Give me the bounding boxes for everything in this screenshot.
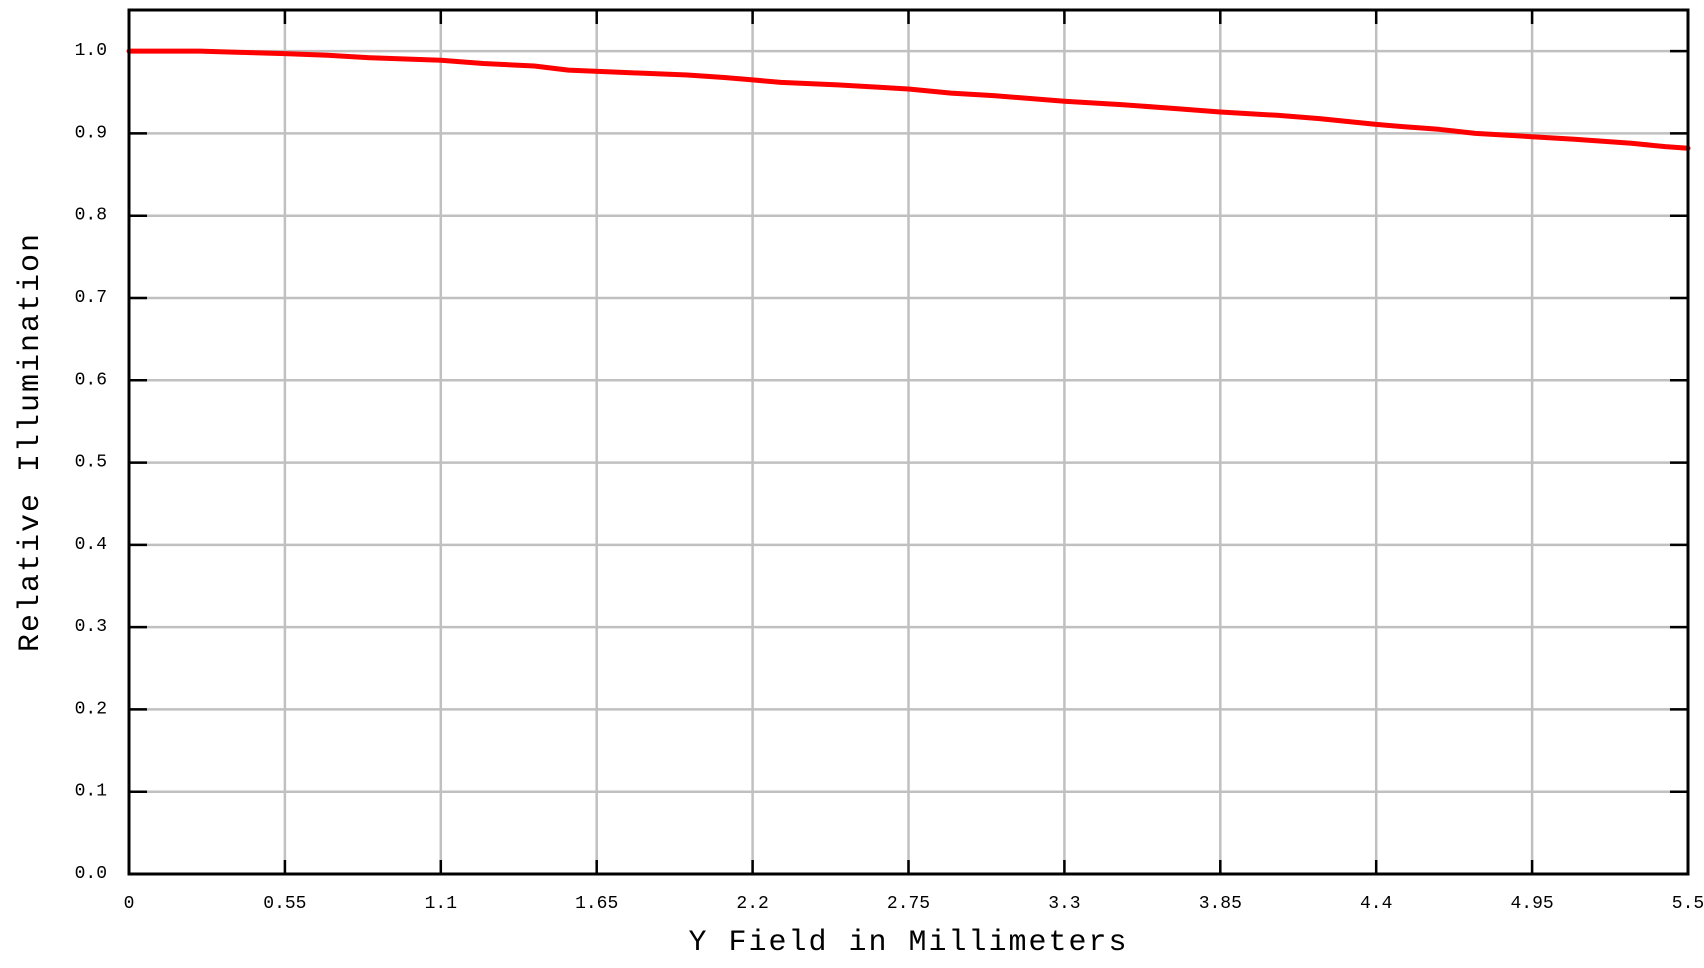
y-tick-label: 0.1 <box>75 782 107 802</box>
x-tick-label: 2.75 <box>887 894 930 914</box>
y-tick-label: 0.4 <box>75 535 107 555</box>
x-tick-label: 4.4 <box>1360 894 1392 914</box>
x-tick-label: 0 <box>124 894 135 914</box>
x-tick-label: 2.2 <box>736 894 768 914</box>
y-tick-label: 0.3 <box>75 617 107 637</box>
x-tick-label: 5.5 <box>1672 894 1704 914</box>
grid-layer <box>127 10 1690 876</box>
y-tick-label: 0.5 <box>75 453 107 473</box>
y-tick-label: 0.8 <box>75 206 107 226</box>
y-tick-label: 0.2 <box>75 699 107 719</box>
y-axis-label: Relative Illumination <box>14 232 48 652</box>
y-tick-label: 0.9 <box>75 123 107 143</box>
x-tick-label: 1.65 <box>575 894 618 914</box>
y-tick-label: 0.6 <box>75 370 107 390</box>
y-tick-label: 0.0 <box>75 864 107 884</box>
plot-frame <box>127 8 1690 876</box>
y-tick-label: 1.0 <box>75 41 107 61</box>
x-tick-label: 1.1 <box>425 894 457 914</box>
tick-labels: 0 0.55 1.1 1.65 2.2 2.75 3.3 3.85 4.4 4.95 5.5 0.0 0… <box>75 41 1704 914</box>
y-tick-label: 0.7 <box>75 288 107 308</box>
x-tick-label: 3.85 <box>1199 894 1242 914</box>
x-tick-label: 3.3 <box>1048 894 1080 914</box>
series-layer <box>126 48 1691 151</box>
series-line <box>126 48 1691 151</box>
x-tick-label: 4.95 <box>1510 894 1553 914</box>
x-tick-label: 0.55 <box>263 894 306 914</box>
x-axis-label: Y Field in Millimeters <box>688 926 1128 960</box>
